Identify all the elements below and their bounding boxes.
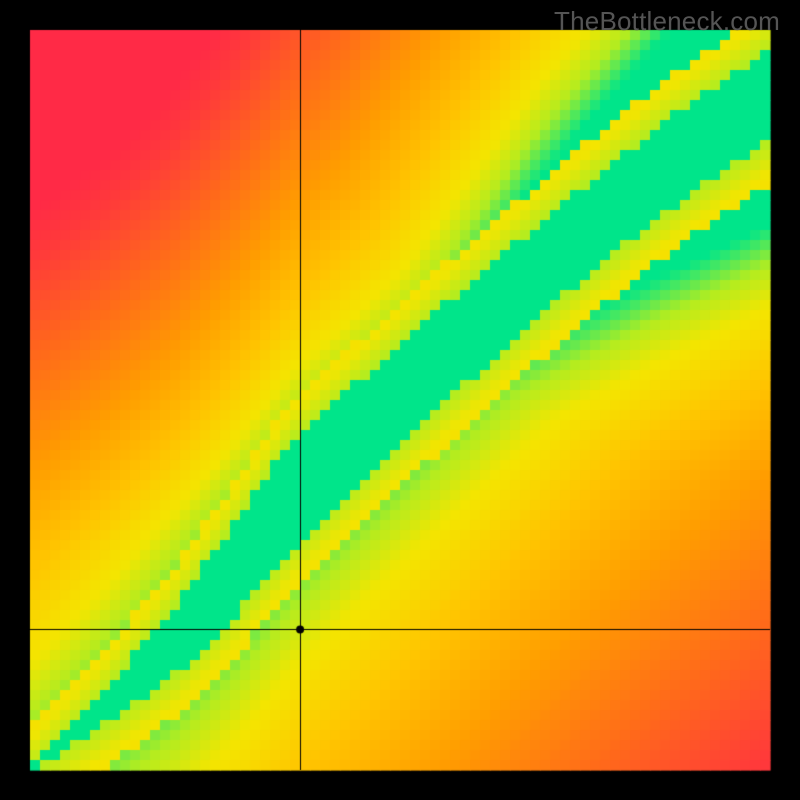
chart-container: TheBottleneck.com <box>0 0 800 800</box>
watermark-text: TheBottleneck.com <box>554 6 780 37</box>
heatmap-canvas <box>0 0 800 800</box>
